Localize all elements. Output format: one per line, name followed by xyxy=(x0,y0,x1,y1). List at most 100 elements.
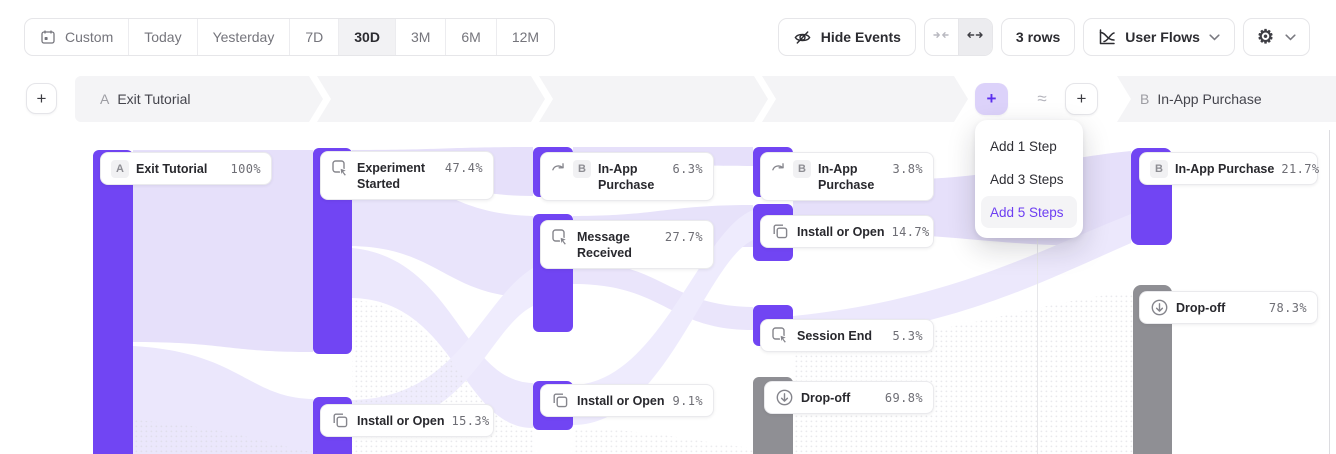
flow-node-message-received[interactable]: Message Received 27.7% xyxy=(540,220,714,269)
squares-icon xyxy=(771,222,790,241)
date-range-yesterday[interactable]: Yesterday xyxy=(196,19,290,55)
hide-events-label: Hide Events xyxy=(820,29,901,45)
section-a-title: Exit Tutorial xyxy=(117,91,191,107)
plus-icon: + xyxy=(1076,89,1087,108)
date-range-3m[interactable]: 3M xyxy=(394,19,445,55)
eye-off-icon xyxy=(793,28,812,47)
flow-node-install-or-open-3[interactable]: Install or Open 14.7% xyxy=(760,215,934,248)
calendar-icon xyxy=(40,29,56,45)
event-badge-b: B xyxy=(1150,159,1168,178)
gear-icon: ⚙ xyxy=(1256,26,1274,48)
step-band-segment-4[interactable] xyxy=(762,76,968,122)
node-name: Drop-off xyxy=(1176,300,1226,315)
node-percent: 100% xyxy=(230,161,261,176)
arrows-in-icon xyxy=(933,28,950,46)
node-percent: 78.3% xyxy=(1268,300,1307,315)
node-percent: 27.7% xyxy=(664,230,703,244)
section-a-header: A Exit Tutorial xyxy=(100,76,190,122)
node-name: In-App Purchase xyxy=(1175,161,1275,176)
right-edge-line xyxy=(1329,130,1330,454)
node-name: Drop-off xyxy=(801,390,851,405)
date-range-30d-selected[interactable]: 30D xyxy=(338,19,395,55)
menu-item-label: Add 5 Steps xyxy=(990,204,1064,220)
section-b-header: B In-App Purchase xyxy=(1140,76,1262,122)
flow-node-drop-off-b[interactable]: Drop-off 78.3% xyxy=(1139,291,1318,324)
flow-bar-exit-tutorial[interactable] xyxy=(93,150,133,454)
flow-node-in-app-purchase-1[interactable]: B In-App Purchase 6.3% xyxy=(540,152,714,201)
date-range-label: 3M xyxy=(410,29,431,45)
line-chart-icon xyxy=(1098,28,1116,46)
redo-arrow-icon xyxy=(551,160,566,173)
flow-node-experiment-started[interactable]: Experiment Started 47.4% xyxy=(320,151,494,200)
node-name: Install or Open xyxy=(577,393,665,408)
click-event-icon xyxy=(771,326,790,345)
menu-item-add-3-steps[interactable]: Add 3 Steps xyxy=(981,163,1077,195)
event-badge-a: A xyxy=(111,159,129,178)
flow-node-exit-tutorial[interactable]: A Exit Tutorial 100% xyxy=(100,152,272,185)
menu-item-add-5-steps-highlighted[interactable]: Add 5 Steps xyxy=(981,196,1077,228)
flow-node-drop-off-1[interactable]: Drop-off 69.8% xyxy=(764,381,934,414)
flow-node-install-or-open-2[interactable]: Install or Open 9.1% xyxy=(540,384,714,417)
node-percent: 9.1% xyxy=(672,393,703,408)
toolbar-right-group: Hide Events 3 rows xyxy=(777,18,1310,56)
flow-node-in-app-purchase-2[interactable]: B In-App Purchase 3.8% xyxy=(760,152,934,201)
date-range-today[interactable]: Today xyxy=(128,19,196,55)
node-name: Session End xyxy=(797,328,873,343)
view-selector-label: User Flows xyxy=(1125,29,1200,45)
rows-count-label: 3 rows xyxy=(1015,29,1061,45)
date-range-label: Today xyxy=(144,29,182,45)
hide-events-button[interactable]: Hide Events xyxy=(777,18,916,56)
node-name: Message Received xyxy=(577,230,632,260)
flow-node-install-or-open-1[interactable]: Install or Open 15.3% xyxy=(320,404,494,437)
click-event-icon xyxy=(551,228,570,247)
rows-count-button[interactable]: 3 rows xyxy=(1000,18,1076,56)
node-percent: 15.3% xyxy=(451,413,490,428)
add-step-left-button[interactable]: + xyxy=(26,83,57,114)
section-b-prefix: B xyxy=(1140,91,1150,107)
add-step-before-b-button[interactable]: + xyxy=(1065,83,1098,115)
arrows-out-icon xyxy=(967,28,984,46)
section-b-title: In-App Purchase xyxy=(1157,91,1262,107)
date-range-group: Custom Today Yesterday 7D 30D 3M 6M 12M xyxy=(24,18,556,56)
section-a-prefix: A xyxy=(100,91,110,107)
date-range-12m[interactable]: 12M xyxy=(495,19,554,55)
arrow-down-circle-icon xyxy=(775,388,794,407)
node-percent: 21.7% xyxy=(1281,161,1320,176)
step-band-segment-2[interactable] xyxy=(317,76,545,122)
plus-icon: + xyxy=(986,89,997,108)
section-divider-line xyxy=(1037,122,1038,454)
view-selector-button[interactable]: User Flows xyxy=(1083,18,1235,56)
node-percent: 5.3% xyxy=(892,328,923,343)
chevron-down-icon xyxy=(1209,33,1220,41)
click-event-icon xyxy=(331,159,350,178)
date-range-label: Yesterday xyxy=(212,29,275,45)
add-step-between-button-active[interactable]: + xyxy=(975,83,1008,115)
menu-item-add-1-step[interactable]: Add 1 Step xyxy=(981,130,1077,162)
collapse-expand-toggle xyxy=(923,18,993,56)
collapse-columns-button[interactable] xyxy=(925,19,958,55)
date-range-6m[interactable]: 6M xyxy=(445,19,495,55)
node-name: Exit Tutorial xyxy=(136,161,208,176)
settings-button[interactable]: ⚙ xyxy=(1242,18,1310,56)
date-range-label: 12M xyxy=(511,29,540,45)
node-percent: 3.8% xyxy=(892,162,923,176)
chevron-down-icon xyxy=(1285,33,1296,41)
node-name: In-App Purchase xyxy=(598,162,655,192)
arrow-down-circle-icon xyxy=(1150,298,1169,317)
squares-icon xyxy=(551,391,570,410)
approx-glyph: ≈ xyxy=(1037,88,1047,108)
date-range-label: 30D xyxy=(354,29,380,45)
date-range-custom[interactable]: Custom xyxy=(25,19,128,55)
step-band-segment-b[interactable] xyxy=(1117,76,1336,122)
step-band-segment-1[interactable] xyxy=(75,76,323,122)
squares-icon xyxy=(331,411,350,430)
flow-node-in-app-purchase-b[interactable]: B In-App Purchase 21.7% xyxy=(1139,152,1320,185)
node-percent: 14.7% xyxy=(891,224,930,239)
expand-columns-button[interactable] xyxy=(957,19,992,55)
event-badge-b: B xyxy=(793,160,811,178)
date-range-label: Custom xyxy=(65,29,114,45)
flow-node-session-end[interactable]: Session End 5.3% xyxy=(760,319,934,352)
date-range-7d[interactable]: 7D xyxy=(289,19,338,55)
step-band-segment-3[interactable] xyxy=(539,76,768,122)
